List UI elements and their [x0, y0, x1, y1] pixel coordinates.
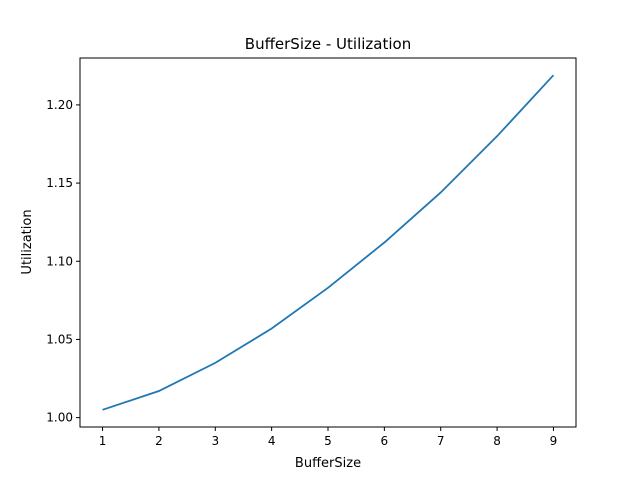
x-tick-label: 7: [437, 434, 445, 448]
y-tick-label: 1.00: [46, 411, 73, 425]
y-axis-label: Utilization: [20, 209, 35, 274]
plot-area: [79, 57, 577, 428]
x-tick-label: 3: [211, 434, 219, 448]
y-tick-label: 1.05: [46, 332, 73, 346]
y-tick-label: 1.20: [46, 98, 73, 112]
y-tick-label: 1.10: [46, 254, 73, 268]
x-tick-label: 2: [155, 434, 163, 448]
x-tick-label: 6: [381, 434, 389, 448]
y-axis-ticks: 1.00 1.05 1.10 1.15 1.20: [46, 98, 80, 425]
x-tick-label: 5: [324, 434, 332, 448]
x-tick-label: 4: [268, 434, 276, 448]
x-axis-label: BufferSize: [295, 456, 361, 471]
chart-title: BufferSize - Utilization: [245, 35, 411, 53]
x-tick-label: 1: [99, 434, 107, 448]
y-tick-label: 1.15: [46, 176, 73, 190]
x-tick-label: 9: [550, 434, 558, 448]
x-tick-label: 8: [493, 434, 501, 448]
x-axis-ticks: 1 2 3 4 5 6 7 8 9: [99, 427, 558, 448]
series-line: [102, 74, 555, 411]
